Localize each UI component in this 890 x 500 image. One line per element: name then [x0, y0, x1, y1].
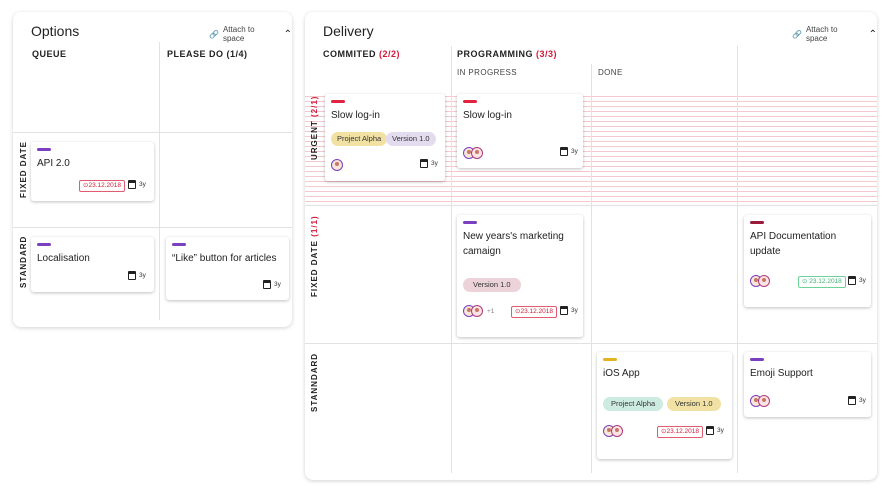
tag-version: Version 1.0	[463, 278, 521, 292]
delivery-row-divider-1	[305, 205, 877, 206]
calendar-age: 3y	[706, 426, 724, 435]
card-title: “Like” button for articles	[172, 253, 277, 264]
card-localisation[interactable]: Localisation 3y	[31, 237, 154, 292]
card-api-documentation[interactable]: API Documentation update ⊙ 23.12.2018 3y	[744, 215, 871, 307]
avatar	[758, 395, 770, 407]
card-title: iOS App	[603, 368, 640, 379]
card-title: Localisation	[37, 253, 90, 264]
extra-assignees-count: +1	[487, 307, 495, 315]
due-date-badge: ⊙23.12.2018	[511, 306, 557, 318]
card-color-bar	[37, 148, 51, 151]
column-commited: COMMITED (2/2)	[323, 49, 401, 59]
delivery-attach-link[interactable]: 🔗 Attach to space ⌃	[792, 25, 877, 43]
collapse-chevron-icon[interactable]: ⌃	[283, 28, 292, 40]
collapse-chevron-icon[interactable]: ⌃	[868, 28, 877, 40]
avatar	[758, 275, 770, 287]
due-date-badge: ⊙23.12.2018	[79, 180, 125, 192]
column-please-do: PLEASE DO (1/4)	[167, 49, 248, 59]
card-title: New years's marketing camaign	[463, 231, 564, 257]
card-color-bar	[750, 221, 764, 224]
subcolumn-done: DONE	[598, 68, 623, 77]
card-color-bar	[750, 358, 764, 361]
card-color-bar	[331, 100, 345, 103]
card-like-button[interactable]: “Like” button for articles 3y	[166, 237, 289, 300]
delivery-column-divider-3	[737, 46, 738, 473]
options-panel: Options 🔗 Attach to space ⌃ QUEUE PLEASE…	[13, 12, 292, 327]
assignee-avatars: +1	[463, 305, 494, 317]
card-color-bar	[463, 221, 477, 224]
card-title: API Documentation update	[750, 231, 837, 257]
calendar-age: 3y	[263, 280, 281, 289]
row-label-urgent: URGENT (2/1)	[310, 95, 319, 160]
card-color-bar	[603, 358, 617, 361]
calendar-icon	[848, 396, 856, 405]
row-label-standard: STANDARD	[19, 235, 28, 288]
attach-label: Attach to space	[222, 25, 255, 43]
calendar-icon	[560, 306, 568, 315]
calendar-age: 3y	[128, 271, 146, 280]
calendar-icon	[560, 147, 568, 156]
tag-version: Version 1.0	[667, 397, 721, 411]
card-color-bar	[463, 100, 477, 103]
calendar-icon	[848, 276, 856, 285]
link-icon: 🔗	[792, 29, 802, 39]
calendar-icon	[263, 280, 271, 289]
calendar-age: 3y	[560, 306, 578, 315]
tag-version: Version 1.0	[386, 132, 436, 146]
assignee-avatars	[331, 159, 343, 171]
link-icon: 🔗	[209, 29, 219, 39]
assignee-avatars	[750, 395, 770, 407]
assignee-avatars	[750, 275, 770, 287]
column-programming: PROGRAMMING (3/3)	[457, 49, 558, 59]
avatar	[611, 425, 623, 437]
calendar-icon	[706, 426, 714, 435]
tag-project-alpha: Project Alpha	[331, 132, 388, 146]
card-title: API 2.0	[37, 158, 70, 169]
row-label-standard: STANNDARD	[310, 352, 319, 412]
options-title: Options	[31, 23, 80, 39]
row-label-fixed-date: FIXED DATE	[19, 141, 28, 198]
assignee-avatars	[603, 425, 623, 437]
card-slow-login-commited[interactable]: Slow log-in Project Alpha Version 1.0 3y	[325, 94, 445, 181]
avatar	[471, 147, 483, 159]
calendar-icon	[128, 180, 136, 189]
calendar-age: 3y	[128, 180, 146, 189]
calendar-age: 3y	[848, 276, 866, 285]
avatar	[331, 159, 343, 171]
calendar-age: 3y	[560, 147, 578, 156]
assignee-avatars	[463, 147, 483, 159]
tag-project-alpha: Project Alpha	[603, 397, 664, 411]
row-label-fixed-date: FIXED DATE (1/1)	[310, 215, 319, 297]
due-date-badge: ⊙ 23.12.2018	[798, 276, 846, 288]
options-row-divider-1	[13, 132, 292, 133]
card-ios-app[interactable]: iOS App Project Alpha Version 1.0 ⊙23.12…	[597, 352, 732, 459]
card-title: Slow log-in	[463, 110, 512, 121]
due-date-badge: ⊙23.12.2018	[657, 426, 703, 438]
delivery-panel: Delivery 🔗 Attach to space ⌃ COMMITED (2…	[305, 12, 877, 480]
options-attach-link[interactable]: 🔗 Attach to space ⌃	[209, 25, 292, 43]
attach-label: Attach to space	[805, 25, 838, 43]
options-row-divider-2	[13, 227, 292, 228]
card-slow-login-in-progress[interactable]: Slow log-in 3y	[457, 94, 583, 168]
card-title: Slow log-in	[331, 110, 380, 121]
options-column-divider	[159, 42, 160, 320]
card-color-bar	[37, 243, 51, 246]
delivery-row-divider-2	[305, 343, 877, 344]
calendar-age: 3y	[848, 396, 866, 405]
delivery-column-divider-2	[591, 64, 592, 473]
card-title: Emoji Support	[750, 368, 813, 379]
card-api-2[interactable]: API 2.0 ⊙23.12.2018 3y	[31, 142, 154, 201]
calendar-icon	[128, 271, 136, 280]
card-emoji-support[interactable]: Emoji Support 3y	[744, 352, 871, 417]
card-new-years-marketing[interactable]: New years's marketing camaign Version 1.…	[457, 215, 583, 337]
calendar-age: 3y	[420, 159, 438, 168]
calendar-icon	[420, 159, 428, 168]
avatar	[471, 305, 483, 317]
column-queue: QUEUE	[32, 49, 67, 59]
subcolumn-in-progress: IN PROGRESS	[457, 68, 517, 77]
delivery-column-divider-1	[451, 46, 452, 473]
delivery-title: Delivery	[323, 23, 374, 39]
card-color-bar	[172, 243, 186, 246]
